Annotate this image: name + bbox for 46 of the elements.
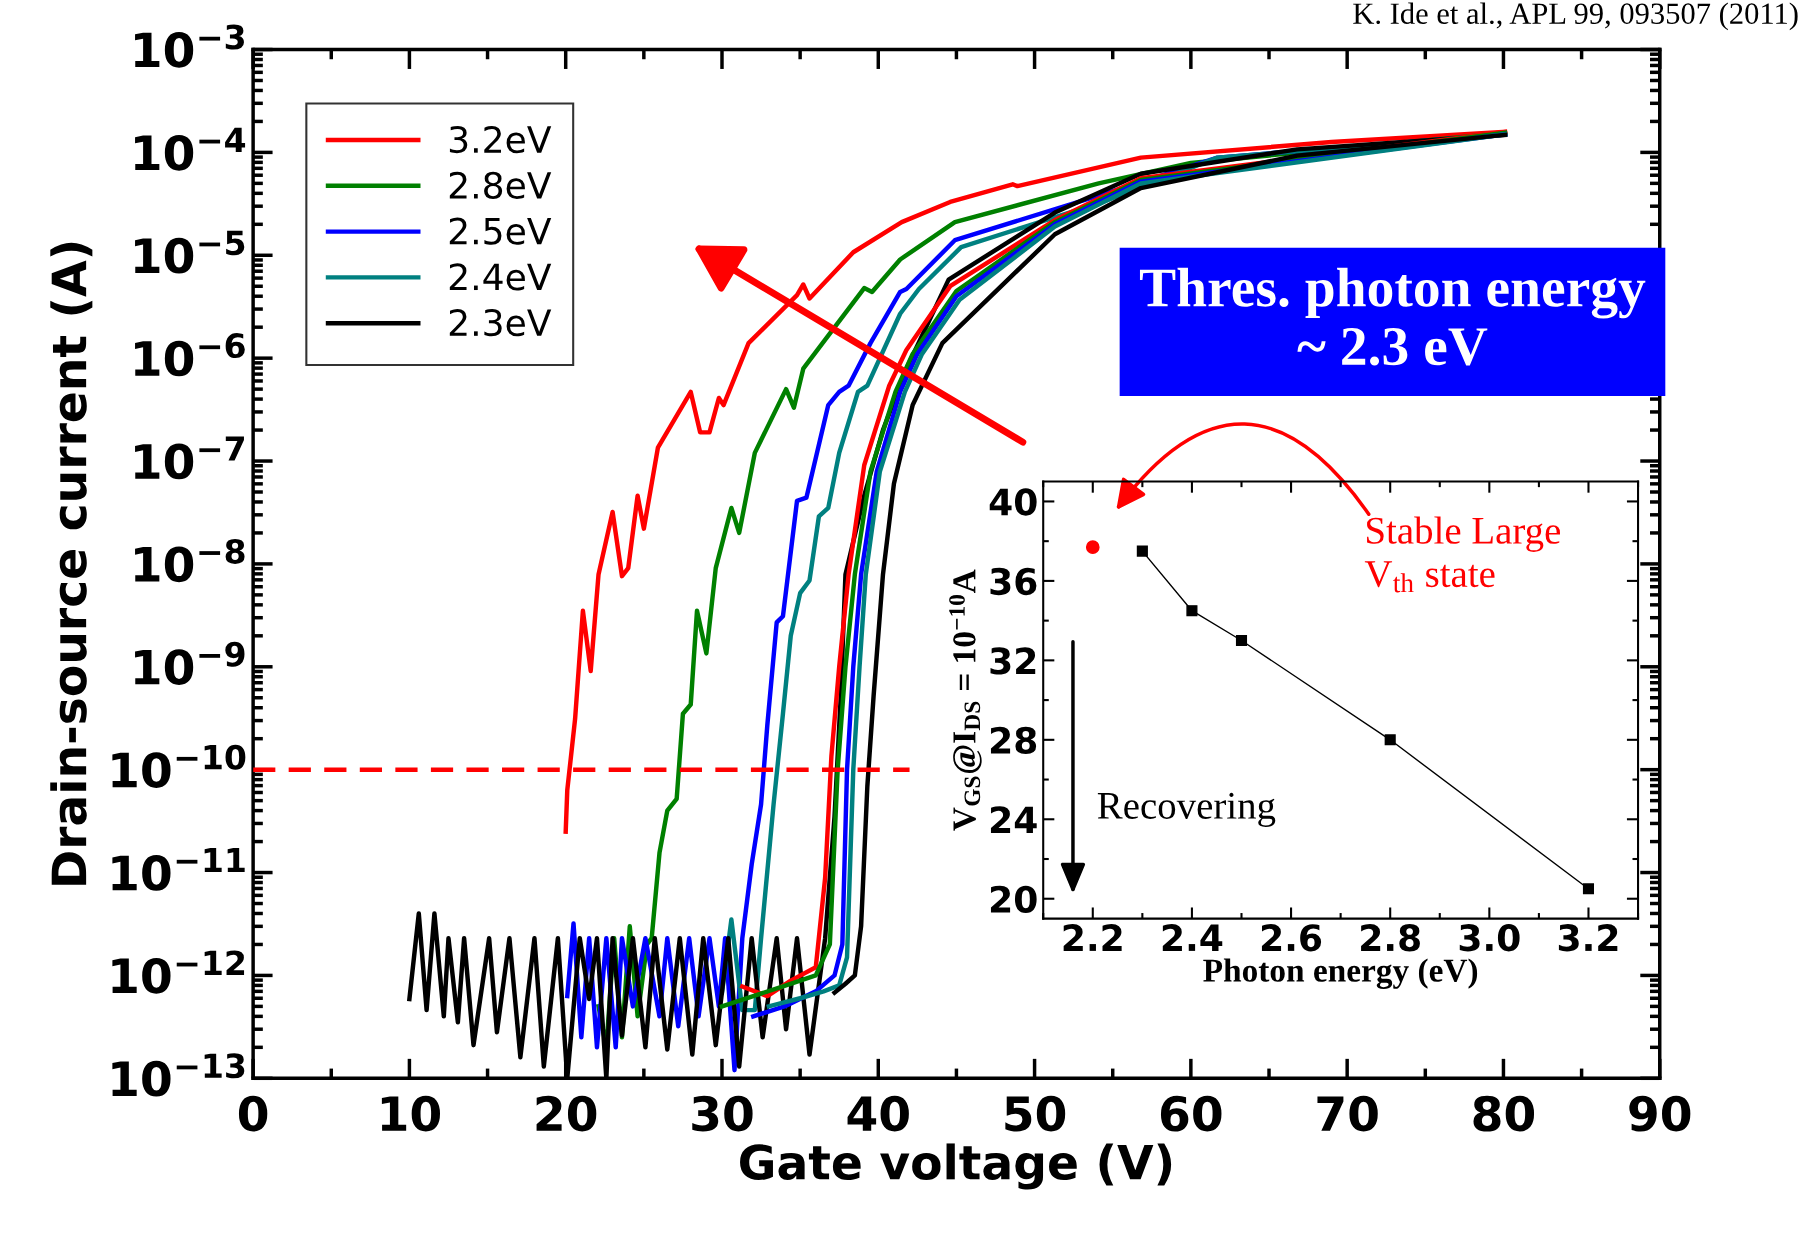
y-tick-label: 10$^{−6}$ [135, 333, 245, 377]
y-tick-label: 10$^{−5}$ [135, 230, 245, 274]
y-tick-label: 10$^{−10}$ [112, 744, 246, 788]
x-tick-label: 3.0 [1459, 924, 1520, 952]
x-tick-label: 90 [1629, 1095, 1691, 1132]
y-tick-label: 10$^{−3}$ [135, 24, 244, 68]
legend-label: 2.4eV [449, 263, 552, 291]
y-tick-label: 10$^{−8}$ [135, 538, 245, 583]
x-tick-label: 0 [238, 1095, 268, 1132]
y-tick-label: 28 [990, 726, 1037, 755]
legend-label: 2.3eV [449, 309, 552, 337]
x-tick-label: 40 [847, 1095, 909, 1132]
y-tick-label: 10$^{−4}$ [135, 127, 246, 171]
x-axis-title: Photon energy (eV) [1203, 958, 1478, 989]
x-tick-label: 70 [1317, 1095, 1378, 1132]
x-tick-label: 2.6 [1261, 924, 1322, 952]
y-tick-label: 10$^{−11}$ [112, 847, 245, 891]
x-tick-label: 30 [692, 1095, 753, 1132]
text: K. Ide et al., APL 99, 093507 (2011) [1353, 2, 1798, 31]
legend-label: 3.2eV [449, 125, 552, 154]
x-tick-label: 20 [536, 1095, 597, 1132]
x-axis-title: Gate voltage (V) [740, 1143, 1172, 1190]
legend-label: 2.5eV [449, 217, 552, 245]
legend-label: 2.8eV [449, 171, 552, 199]
annotation: Thres. photon energy ~ 2.3 eV [1139, 267, 1646, 366]
x-tick-label: 2.8 [1361, 924, 1420, 952]
y-tick-label: 10$^{−12}$ [112, 950, 245, 994]
y-tick-label: 20 [990, 885, 1037, 913]
y-tick-label: 10$^{−9}$ [135, 641, 245, 686]
x-tick-label: 10 [381, 1095, 441, 1132]
x-tick-label: 60 [1160, 1095, 1222, 1132]
x-tick-label: 80 [1473, 1095, 1535, 1132]
x-tick-label: 3.2 [1558, 924, 1618, 952]
y-tick-label: 36 [990, 567, 1037, 596]
x-tick-label: 50 [1005, 1095, 1066, 1132]
x-tick-label: 2.2 [1063, 924, 1122, 951]
y-axis-title: V$_{GS}$@I$_{DS}$ = 10$^{−10}$A [949, 569, 982, 831]
annotation: Recovering [1097, 792, 1276, 827]
y-tick-label: 24 [990, 806, 1037, 833]
y-tick-label: 40 [989, 488, 1037, 516]
y-tick-label: 10$^{−13}$ [112, 1053, 245, 1097]
y-tick-label: 32 [990, 647, 1036, 675]
y-tick-label: 10$^{−7}$ [135, 436, 244, 480]
x-tick-label: 2.4 [1162, 924, 1223, 951]
annotation: Stable Large V$_{th}$ state [1364, 516, 1560, 593]
y-axis-title: Drain-source current (A) [50, 242, 93, 885]
